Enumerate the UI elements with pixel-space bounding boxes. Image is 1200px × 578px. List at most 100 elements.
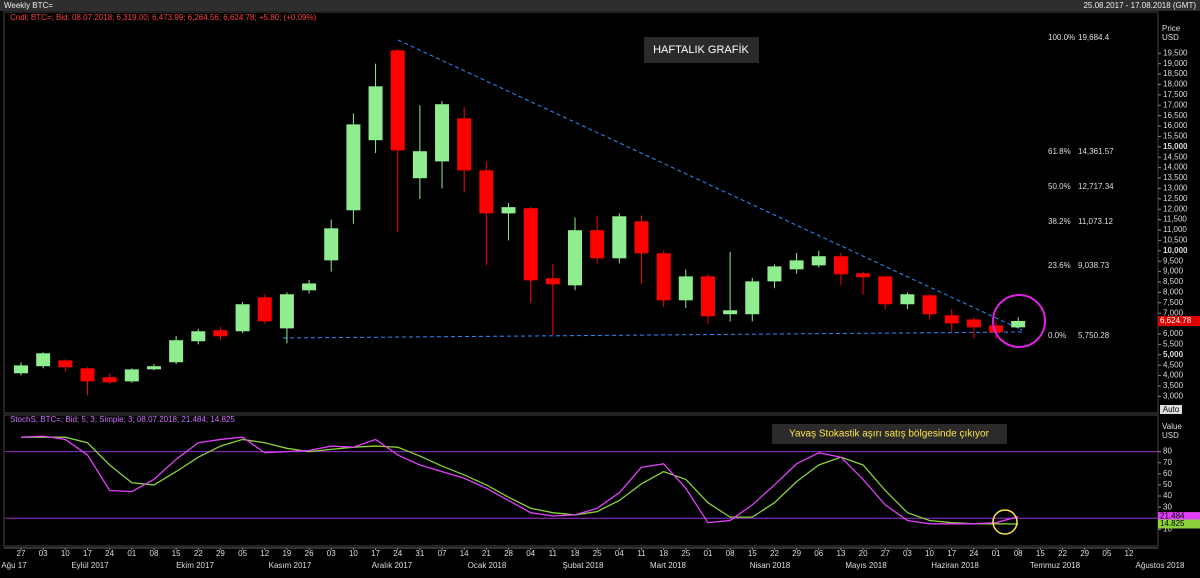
y-tick-label: 5,500 [1163, 339, 1184, 348]
auto-button[interactable] [1160, 405, 1182, 414]
candle-body [789, 260, 804, 270]
candle-body [723, 310, 738, 315]
candle-body [501, 207, 516, 214]
price-legend: Cndl; BTC=; Bid; 08.07.2018; 6,319.00; 6… [10, 13, 317, 22]
candle-body [58, 360, 73, 368]
y-tick-label: 70 [1163, 458, 1172, 467]
x-tick-label: 05 [1102, 549, 1111, 558]
x-tick-label: 29 [792, 549, 801, 558]
candle-body [124, 369, 139, 382]
candle-body [568, 230, 582, 286]
x-tick-label: 24 [393, 549, 402, 558]
x-tick-label: 04 [526, 549, 535, 558]
candle-body [745, 281, 760, 315]
stoch-legend: StochS; BTC=; Bid; 5; 3; Simple; 3; 08.0… [10, 415, 235, 424]
candle-body [80, 368, 95, 382]
candle-body [900, 294, 915, 305]
y-tick-label: 7,500 [1163, 298, 1184, 307]
x-tick-label: 03 [39, 549, 48, 558]
month-label: Ağustos 2018 [1136, 561, 1185, 570]
x-tick-label: 22 [770, 549, 779, 558]
y-tick-label: 5,000 [1163, 350, 1184, 359]
header-bar [0, 0, 1200, 11]
header-range: 25.08.2017 - 17.08.2018 (GMT) [1083, 1, 1196, 10]
y-tick-label: 6,000 [1163, 329, 1184, 338]
candle-body [146, 366, 161, 370]
y-tick-label: 10 [1163, 524, 1172, 533]
x-tick-label: 15 [1036, 549, 1045, 558]
candle-body [191, 331, 206, 342]
y-tick-label: 4,500 [1163, 360, 1184, 369]
stoch-panel [3, 414, 1159, 547]
y-tick-label: 16,500 [1163, 111, 1188, 120]
candle-body [612, 216, 627, 259]
y-tick-label: 19,500 [1163, 48, 1188, 57]
auto-label[interactable]: Auto [1163, 405, 1180, 414]
x-tick-label: 20 [859, 549, 868, 558]
candle-body [412, 151, 427, 179]
annotation-box [644, 37, 759, 63]
candle-body [966, 319, 981, 328]
y-tick-label: 4,000 [1163, 371, 1184, 380]
month-label: Kasım 2017 [269, 561, 312, 570]
candle-body [36, 353, 51, 367]
x-tick-label: 01 [992, 549, 1001, 558]
y-tick-label: 15,000 [1163, 142, 1188, 151]
y-tick-label: 10,500 [1163, 236, 1188, 245]
candle-body [878, 276, 893, 305]
y-tick-label: 12,500 [1163, 194, 1188, 203]
stoch-d-line [21, 436, 1019, 525]
y-tick-label: 14,000 [1163, 163, 1188, 172]
y-tick-label: 11,000 [1163, 225, 1187, 234]
x-tick-label: 26 [305, 549, 314, 558]
stoch-value-label: 14.825 [1160, 519, 1185, 528]
fib-level: 23.6% [1048, 261, 1071, 270]
candle-body [390, 50, 405, 151]
x-tick-label: 27 [17, 549, 26, 558]
fib-level: 61.8% [1048, 147, 1071, 156]
plot: 3,0003,5004,0004,5005,0005,5006,0006,500… [1, 33, 1200, 570]
fib-price: 9,038.73 [1078, 261, 1110, 270]
highlight-circle [992, 294, 1046, 348]
x-tick-label: 05 [238, 549, 247, 558]
y-tick-label: 8,000 [1163, 288, 1184, 297]
candle-body [257, 297, 272, 322]
y-tick-label: 60 [1163, 469, 1172, 478]
candle-body [457, 118, 472, 171]
month-label: Ağu 17 [1, 561, 27, 570]
x-tick-label: 13 [836, 549, 845, 558]
x-tick-label: 11 [549, 549, 558, 558]
candle-body [700, 276, 715, 317]
price-panel [3, 11, 1159, 414]
candle-body [678, 276, 693, 301]
x-tick-label: 18 [571, 549, 580, 558]
fib-level: 0.0% [1048, 331, 1066, 340]
candle-body [656, 253, 671, 301]
month-label: Ocak 2018 [468, 561, 507, 570]
y-tick-label: 3,000 [1163, 391, 1184, 400]
candle-body [767, 266, 782, 282]
price-axis-title: Price [1162, 24, 1181, 33]
month-label: Eylül 2017 [71, 561, 109, 570]
candle-body [14, 365, 28, 374]
candle-body [102, 377, 117, 383]
candle-body [368, 86, 383, 141]
candle-body [922, 295, 937, 315]
x-tick-label: 03 [903, 549, 912, 558]
y-tick-label: 16,000 [1163, 121, 1188, 130]
x-tick-label: 21 [482, 549, 491, 558]
stoch-annotation-box [772, 424, 1007, 444]
y-tick-label: 40 [1163, 491, 1172, 500]
x-tick-label: 04 [615, 549, 624, 558]
x-tick-label: 08 [1014, 549, 1023, 558]
candle-body [944, 315, 959, 324]
x-tick-label: 14 [460, 549, 469, 558]
x-tick-label: 01 [704, 549, 713, 558]
y-tick-label: 3,500 [1163, 381, 1184, 390]
candle-body [302, 283, 317, 291]
y-tick-label: 80 [1163, 447, 1172, 456]
header-title: Weekly BTC= [4, 1, 53, 10]
highlight-circle [992, 509, 1018, 535]
y-tick-label: 13,000 [1163, 184, 1188, 193]
candle-body [435, 104, 450, 162]
